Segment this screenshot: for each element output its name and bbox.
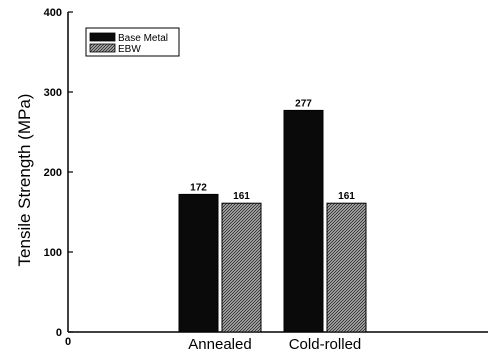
bar-ebw-annealed [221, 202, 262, 333]
bar-ebw-cold-rolled [326, 202, 367, 333]
data-label: 172 [190, 182, 207, 193]
data-label: 277 [295, 98, 312, 109]
y-tick-label: 400 [44, 7, 62, 19]
category-labels: Annealed Cold-rolled [188, 336, 361, 353]
y-axis-title: Tensile Strength (MPa) [15, 94, 34, 267]
bars: 172 277 161 161 [178, 98, 367, 333]
category-label: Annealed [188, 336, 251, 353]
bar-base-metal-cold-rolled [283, 109, 324, 333]
data-label: 161 [338, 191, 355, 202]
x-origin-label: 0 [65, 336, 71, 348]
legend-swatch [89, 32, 116, 42]
y-tick-label: 0 [56, 327, 62, 339]
y-tick-label: 200 [44, 167, 62, 179]
legend-swatch [89, 43, 116, 53]
data-label: 161 [233, 191, 250, 202]
bar-base-metal-annealed [178, 193, 219, 333]
legend-label: Base Metal [118, 33, 168, 44]
y-tick-label: 300 [44, 87, 62, 99]
y-ticks: 0 100 200 300 400 [44, 7, 73, 339]
category-label: Cold-rolled [289, 336, 362, 353]
legend-label: EBW [118, 44, 141, 55]
y-tick-label: 100 [44, 247, 62, 259]
